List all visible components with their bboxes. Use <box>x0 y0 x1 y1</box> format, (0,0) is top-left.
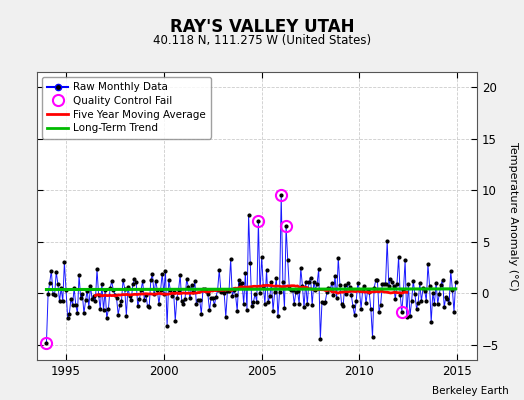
Text: 40.118 N, 111.275 W (United States): 40.118 N, 111.275 W (United States) <box>153 34 371 47</box>
Text: Berkeley Earth: Berkeley Earth <box>432 386 508 396</box>
Y-axis label: Temperature Anomaly (°C): Temperature Anomaly (°C) <box>508 142 518 290</box>
Legend: Raw Monthly Data, Quality Control Fail, Five Year Moving Average, Long-Term Tren: Raw Monthly Data, Quality Control Fail, … <box>42 77 211 138</box>
Text: RAY'S VALLEY UTAH: RAY'S VALLEY UTAH <box>170 18 354 36</box>
